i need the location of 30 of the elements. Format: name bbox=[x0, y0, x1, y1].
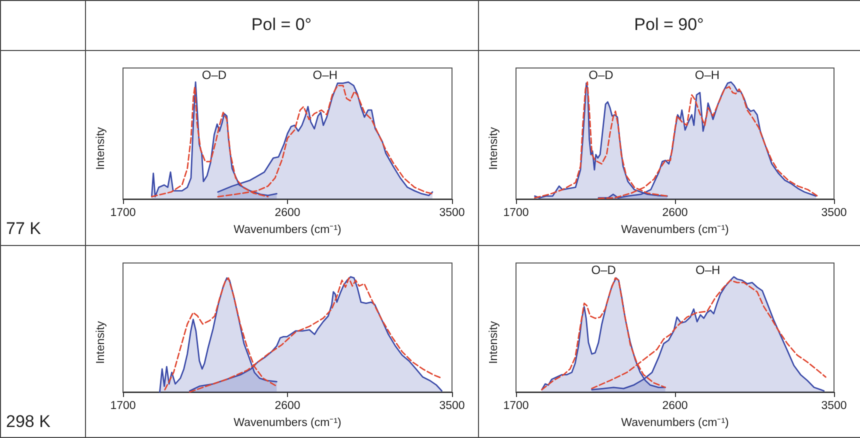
y-axis-title: Intensity bbox=[95, 126, 107, 170]
y-axis-title: Intensity bbox=[95, 320, 107, 364]
category-label: 298 K bbox=[6, 412, 50, 431]
category-label: Pol = 90° bbox=[634, 15, 704, 35]
text: O–H bbox=[312, 68, 338, 82]
x-tick-label: 3500 bbox=[821, 207, 847, 219]
x-tick-label: 3500 bbox=[439, 207, 465, 219]
category-label: Pol = 0° bbox=[251, 15, 312, 35]
x-tick-label: 3500 bbox=[439, 400, 465, 412]
x-tick-label: 1700 bbox=[110, 400, 136, 412]
y-axis-title: Intensity bbox=[488, 126, 500, 170]
x-tick-label: 2600 bbox=[274, 400, 300, 412]
annotation: O–D bbox=[588, 68, 614, 82]
x-tick-label: 2600 bbox=[274, 207, 300, 219]
x-axis-title: Wavenumbers (cm⁻¹) bbox=[621, 416, 730, 429]
annotation: O–H bbox=[694, 68, 720, 82]
x-tick-label: 1700 bbox=[503, 207, 529, 219]
y-axis-title: Intensity bbox=[488, 320, 500, 364]
x-tick-label: 2600 bbox=[662, 400, 688, 412]
annotation: O–H bbox=[696, 263, 720, 277]
x-tick-label: 3500 bbox=[821, 400, 847, 412]
category-label: 77 K bbox=[6, 219, 41, 238]
x-tick-label: 1700 bbox=[503, 400, 529, 412]
annotation: O–D bbox=[591, 263, 616, 277]
x-tick-label: 1700 bbox=[110, 207, 136, 219]
x-axis-title: Wavenumbers (cm⁻¹) bbox=[234, 224, 342, 236]
x-axis-title: Wavenumbers (cm⁻¹) bbox=[621, 224, 730, 236]
text: O–D bbox=[202, 68, 227, 82]
x-axis-title: Wavenumbers (cm⁻¹) bbox=[234, 416, 342, 429]
x-tick-label: 2600 bbox=[662, 207, 688, 219]
